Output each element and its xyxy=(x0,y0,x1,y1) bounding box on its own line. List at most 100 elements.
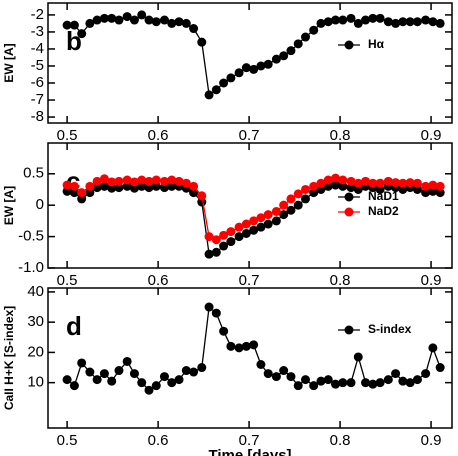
data-point xyxy=(99,369,109,379)
data-point xyxy=(144,183,154,193)
data-point xyxy=(204,302,214,312)
data-point xyxy=(114,183,124,193)
data-point xyxy=(241,63,251,73)
data-point xyxy=(197,197,207,207)
data-point xyxy=(62,186,72,196)
y-tick-label: 10 xyxy=(27,374,44,391)
data-point xyxy=(197,37,207,47)
data-point xyxy=(151,381,161,391)
legend-label: Hα xyxy=(368,37,385,51)
data-point xyxy=(316,184,326,194)
x-tick-label: 0.8 xyxy=(330,272,351,289)
y-tick-label: 20 xyxy=(27,343,44,360)
data-point xyxy=(189,24,199,34)
data-point xyxy=(189,181,199,191)
data-point xyxy=(435,188,445,198)
data-point xyxy=(383,375,393,385)
data-point xyxy=(412,17,422,27)
data-point xyxy=(368,178,378,188)
data-point xyxy=(181,18,191,28)
data-point xyxy=(92,15,102,25)
data-point xyxy=(204,232,214,242)
data-point xyxy=(234,68,244,78)
data-point xyxy=(309,25,319,35)
data-point xyxy=(256,61,266,71)
data-point xyxy=(405,178,415,188)
data-point xyxy=(428,180,438,190)
data-point xyxy=(301,184,311,194)
data-point xyxy=(204,90,214,100)
data-point xyxy=(331,379,341,389)
y-axis-label: CaII H+K [S-index] xyxy=(2,306,16,410)
data-point xyxy=(122,175,132,185)
data-point xyxy=(412,184,422,194)
data-point xyxy=(226,341,236,351)
y-tick-label: -5 xyxy=(31,57,44,74)
x-tick-label: 0.8 xyxy=(330,432,351,449)
data-point xyxy=(263,369,273,379)
data-point xyxy=(99,13,109,23)
x-tick-label: 0.9 xyxy=(421,127,442,144)
x-tick-label: 0.7 xyxy=(239,272,260,289)
data-point xyxy=(368,13,378,23)
data-point xyxy=(189,188,199,198)
data-point xyxy=(391,18,401,28)
data-point xyxy=(421,188,431,198)
data-point xyxy=(151,175,161,185)
data-point xyxy=(137,181,147,191)
data-point xyxy=(92,183,102,193)
data-point xyxy=(249,216,259,226)
x-tick-label: 0.8 xyxy=(330,127,351,144)
data-point xyxy=(293,189,303,199)
plot-frame xyxy=(47,2,453,124)
data-point xyxy=(226,237,236,247)
data-point xyxy=(375,378,385,388)
data-point xyxy=(129,15,139,25)
data-point xyxy=(263,59,273,69)
data-point xyxy=(249,340,259,350)
y-tick-label: -1.0 xyxy=(18,259,44,276)
data-point xyxy=(85,367,95,377)
data-point xyxy=(286,194,296,204)
legend-label: NaD1 xyxy=(368,189,399,203)
data-point xyxy=(62,20,72,30)
data-point xyxy=(353,352,363,362)
data-point xyxy=(129,177,139,187)
data-point xyxy=(167,181,177,191)
data-point xyxy=(181,366,191,376)
data-point xyxy=(361,176,371,186)
data-point xyxy=(391,369,401,379)
data-point xyxy=(69,188,79,198)
data-point xyxy=(99,181,109,191)
legend-label: S-index xyxy=(368,322,412,336)
data-point xyxy=(428,17,438,27)
data-point xyxy=(249,64,259,74)
x-tick-label: 0.6 xyxy=(148,127,169,144)
data-point xyxy=(323,175,333,185)
data-point xyxy=(197,363,207,373)
data-point xyxy=(114,15,124,25)
data-point xyxy=(219,78,229,88)
data-point xyxy=(368,379,378,389)
data-point xyxy=(122,12,132,22)
data-point xyxy=(323,181,333,191)
data-point xyxy=(428,343,438,353)
x-tick-label: 0.5 xyxy=(57,432,78,449)
data-point xyxy=(323,375,333,385)
data-point xyxy=(129,183,139,193)
data-point xyxy=(421,181,431,191)
data-point xyxy=(316,376,326,386)
data-point xyxy=(301,194,311,204)
data-point xyxy=(144,15,154,25)
x-axis-label: Time [days] xyxy=(208,447,291,456)
data-point xyxy=(144,385,154,395)
data-point xyxy=(286,46,296,56)
data-point xyxy=(77,358,87,368)
x-tick-label: 0.9 xyxy=(421,432,442,449)
data-point xyxy=(428,186,438,196)
data-point xyxy=(159,176,169,186)
y-tick-label: -0.5 xyxy=(18,228,44,245)
data-point xyxy=(271,372,281,382)
data-point xyxy=(219,230,229,240)
legend-marker xyxy=(344,325,354,335)
